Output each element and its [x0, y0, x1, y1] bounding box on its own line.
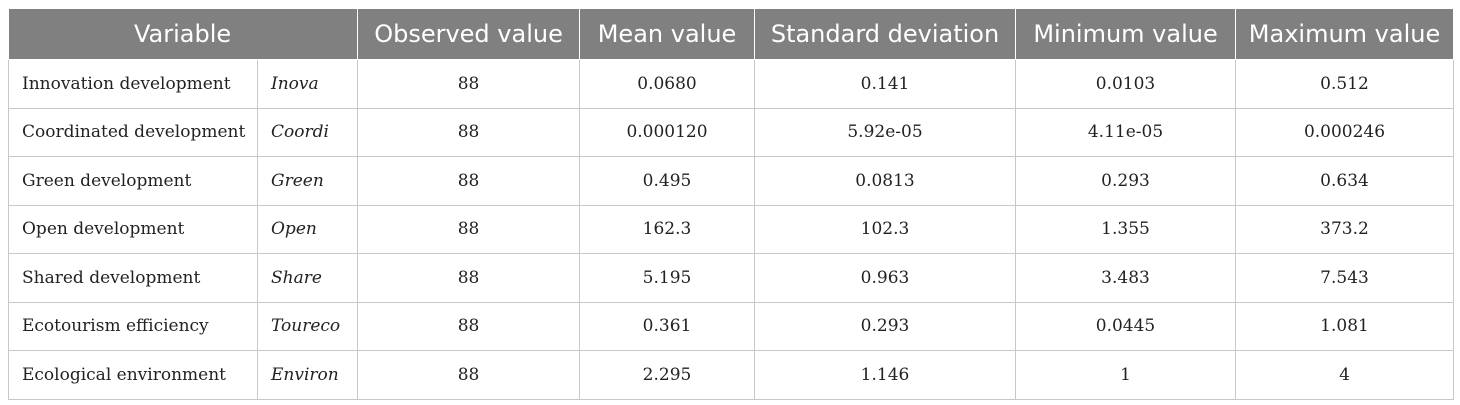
variable-abbr: Share [256, 253, 359, 303]
min-cell: 0.293 [1015, 156, 1237, 206]
max-cell: 0.000246 [1235, 107, 1455, 157]
max-cell: 4 [1235, 350, 1455, 400]
mean-cell: 5.195 [579, 253, 756, 303]
mean-cell: 2.295 [579, 350, 756, 400]
variable-name: Green development [8, 156, 258, 206]
observed-cell: 88 [357, 107, 581, 157]
table-container: Variable Observed value Mean value Stand… [7, 8, 1455, 400]
header-minimum-value: Minimum value [1015, 8, 1237, 60]
variable-abbr: Environ [256, 350, 359, 400]
mean-cell: 0.361 [579, 301, 756, 351]
variable-abbr: Green [256, 156, 359, 206]
min-cell: 4.11e-05 [1015, 107, 1237, 157]
mean-cell: 0.0680 [579, 59, 756, 109]
min-cell: 0.0445 [1015, 301, 1237, 351]
min-cell: 0.0103 [1015, 59, 1237, 109]
mean-cell: 162.3 [579, 204, 756, 254]
variable-name: Shared development [8, 253, 258, 303]
observed-cell: 88 [357, 253, 581, 303]
max-cell: 0.634 [1235, 156, 1455, 206]
table-row: Shared development Share 88 5.195 0.963 … [8, 253, 1455, 303]
variable-abbr: Open [256, 204, 359, 254]
variable-name: Coordinated development [8, 107, 258, 157]
sd-cell: 5.92e-05 [754, 107, 1017, 157]
table-row: Ecological environment Environ 88 2.295 … [8, 350, 1455, 400]
descriptive-statistics-table: Variable Observed value Mean value Stand… [7, 8, 1455, 400]
min-cell: 1 [1015, 350, 1237, 400]
header-maximum-value: Maximum value [1235, 8, 1455, 60]
table-row: Green development Green 88 0.495 0.0813 … [8, 156, 1455, 206]
observed-cell: 88 [357, 301, 581, 351]
variable-name: Ecotourism efficiency [8, 301, 258, 351]
sd-cell: 0.963 [754, 253, 1017, 303]
variable-name: Ecological environment [8, 350, 258, 400]
variable-abbr: Inova [256, 59, 359, 109]
table-row: Ecotourism efficiency Toureco 88 0.361 0… [8, 301, 1455, 351]
min-cell: 3.483 [1015, 253, 1237, 303]
max-cell: 373.2 [1235, 204, 1455, 254]
sd-cell: 1.146 [754, 350, 1017, 400]
sd-cell: 0.0813 [754, 156, 1017, 206]
max-cell: 7.543 [1235, 253, 1455, 303]
observed-cell: 88 [357, 350, 581, 400]
sd-cell: 0.293 [754, 301, 1017, 351]
sd-cell: 102.3 [754, 204, 1017, 254]
observed-cell: 88 [357, 156, 581, 206]
observed-cell: 88 [357, 204, 581, 254]
observed-cell: 88 [357, 59, 581, 109]
mean-cell: 0.495 [579, 156, 756, 206]
header-variable: Variable [7, 8, 359, 60]
max-cell: 0.512 [1235, 59, 1455, 109]
table-row: Open development Open 88 162.3 102.3 1.3… [8, 204, 1455, 254]
sd-cell: 0.141 [754, 59, 1017, 109]
mean-cell: 0.000120 [579, 107, 756, 157]
variable-name: Innovation development [8, 59, 258, 109]
max-cell: 1.081 [1235, 301, 1455, 351]
table-row: Coordinated development Coordi 88 0.0001… [8, 107, 1455, 157]
table-row: Innovation development Inova 88 0.0680 0… [8, 59, 1455, 109]
variable-abbr: Toureco [256, 301, 359, 351]
variable-name: Open development [8, 204, 258, 254]
min-cell: 1.355 [1015, 204, 1237, 254]
header-mean-value: Mean value [579, 8, 756, 60]
header-observed-value: Observed value [357, 8, 581, 60]
variable-abbr: Coordi [256, 107, 359, 157]
header-row: Variable Observed value Mean value Stand… [7, 8, 1455, 60]
header-standard-deviation: Standard deviation [754, 8, 1017, 60]
